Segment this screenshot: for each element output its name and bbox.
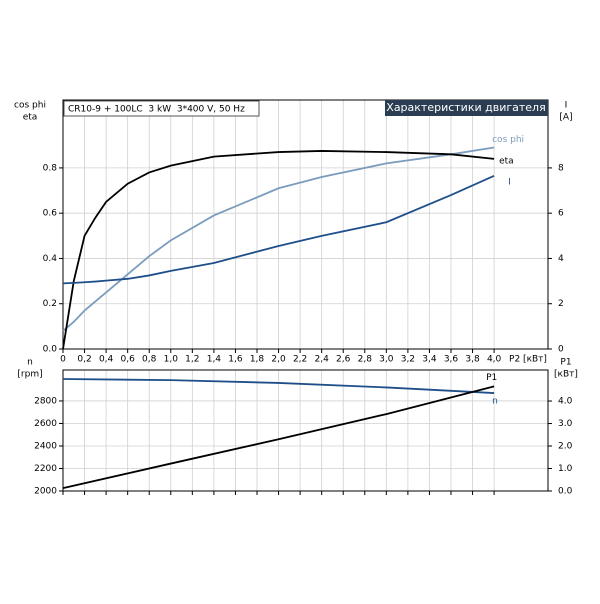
y-axis-label: n [27,358,33,368]
chart-title: CR10-9 + 100LC 3 kW 3*400 V, 50 Hz [68,105,245,115]
series-label: cos phi [492,135,524,145]
y2-axis-label: [кВт] [554,370,578,380]
series-line [62,378,495,394]
x-tick-label: 0,4 [99,355,114,365]
x-tick-label: 3,2 [401,355,415,365]
x-tick-label: 1,2 [185,355,199,365]
x-tick-label: 2,6 [336,355,351,365]
y-axis-label: eta [23,113,38,123]
series-label: eta [499,156,514,166]
y-tick-label: 0.4 [43,254,58,264]
y2-tick-label: 4 [558,254,564,264]
title-box [63,100,260,117]
x-tick-label: 2,8 [358,355,373,365]
subtitle-box [385,100,548,116]
plot-frame [62,369,549,492]
series-line [62,175,495,285]
x-tick-label: 3,6 [444,355,459,365]
series-label: n [492,397,498,407]
y2-axis-label: P1 [560,358,571,368]
x-tick-label: 2,2 [293,355,307,365]
x-tick-label: 1,4 [207,355,222,365]
y-axis-label: [rpm] [17,370,42,380]
series-label: P1 [486,373,497,383]
x-tick-label: 3,0 [379,355,394,365]
y2-tick-label: 2 [558,299,564,309]
x-tick-label: 3,4 [422,355,437,365]
series-line [62,150,495,350]
y-tick-label: 2600 [34,419,57,429]
x-tick-label: 1,0 [164,355,179,365]
x-tick-label: 2,0 [271,355,286,365]
y2-tick-label: 4.0 [558,397,573,407]
x-tick-label: 1,8 [250,355,265,365]
x-tick-label: 0,6 [121,355,136,365]
y2-axis-label: I [565,101,568,111]
x-tick-label: 2,4 [315,355,330,365]
y2-tick-label: 8 [558,163,564,173]
y-tick-label: 2200 [34,464,57,474]
y2-tick-label: 6 [558,209,564,219]
y-tick-label: 2400 [34,441,57,451]
y-tick-label: 2800 [34,396,57,406]
series-label: I [508,177,511,187]
y2-tick-label: 0.0 [558,487,573,497]
y-tick-label: 2000 [34,487,57,497]
x-tick-label: 0,2 [77,355,91,365]
plot-frame [62,99,549,350]
y2-tick-label: 0 [558,345,564,355]
y-tick-label: 0.6 [43,209,58,219]
chart-subtitle: Характеристики двигателя [386,101,545,114]
x-axis-label: P2 [кВт] [509,355,547,365]
y2-tick-label: 2.0 [558,442,573,452]
y-axis-label: cos phi [14,101,46,111]
series-line [62,385,495,489]
x-tick-label: 0 [60,355,66,365]
x-tick-label: 4,0 [487,355,502,365]
x-tick-label: 1,6 [228,355,243,365]
y-tick-label: 0.8 [43,163,58,173]
y2-axis-label: [A] [559,113,572,123]
series-line [62,146,495,332]
y2-tick-label: 3.0 [558,419,573,429]
y-tick-label: 0.2 [43,299,57,309]
x-tick-label: 0,8 [142,355,157,365]
y-tick-label: 0.0 [43,345,58,355]
x-tick-label: 3,8 [465,355,480,365]
y2-tick-label: 1.0 [558,464,573,474]
